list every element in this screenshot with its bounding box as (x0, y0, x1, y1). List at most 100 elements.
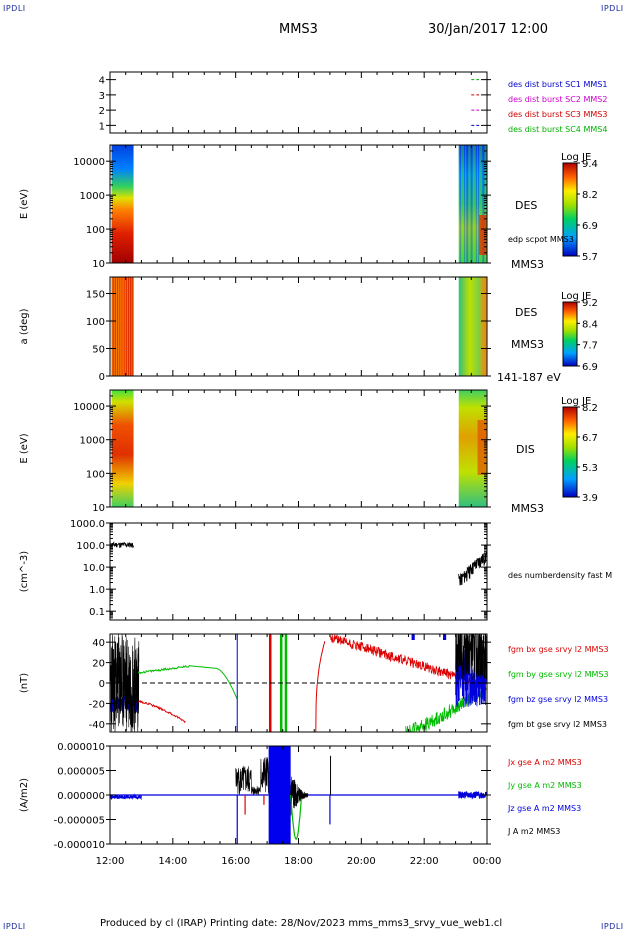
corner-mark-bottom-left: IPDLI (3, 922, 26, 931)
x-tick-label: 14:00 (158, 856, 187, 867)
coverage-ytick-label: 3 (99, 91, 105, 102)
des-pitch-colorbar (562, 301, 578, 367)
des-pitch-ylabel: a (deg) (19, 308, 30, 344)
des-pitch-label: MMS3 (511, 338, 544, 351)
density-ytick-label: 1000.0 (70, 519, 105, 530)
des-pitch-streak (115, 277, 117, 376)
des-energy-streak (470, 145, 472, 263)
des-pitch-label: DES (515, 306, 537, 319)
des-energy-hot-spot (479, 215, 487, 255)
des-energy-colorbar (562, 162, 578, 257)
des-energy-streak (485, 145, 487, 263)
dis-energy-colorbar-tick-label: 3.9 (582, 493, 598, 504)
des-energy-streak (479, 145, 481, 263)
des-energy-ytick-label: 10 (92, 259, 105, 270)
des-energy-streak (482, 145, 484, 263)
des-pitch-ytick-label: 150 (86, 290, 105, 301)
x-tick-label: 12:00 (96, 856, 125, 867)
des-pitch-streak (111, 277, 113, 376)
dis-energy-ylabel: E (eV) (19, 433, 30, 463)
des-energy-streak (461, 145, 464, 263)
coverage-frame (109, 71, 488, 134)
des-energy-streak (462, 145, 465, 263)
current-jy-line-1 (290, 794, 302, 840)
des-energy-streak (472, 145, 474, 263)
coverage-ytick-label: 2 (99, 106, 105, 117)
des-pitch-colorbar-tick-label: 9.2 (582, 298, 598, 309)
current-legend-entry: Jz gse A m2 MMS3 (507, 804, 581, 813)
current-jz-line-2 (458, 791, 487, 800)
dis-energy-ytick-label: 10000 (73, 402, 105, 413)
current-legend-entry: Jy gse A m2 MMS3 (507, 781, 582, 790)
current-ytick-label: -0.000005 (54, 816, 105, 827)
des-energy-streak (483, 145, 485, 263)
fgm-legend-entry: fgm bt gse srvy l2 MMS3 (508, 720, 607, 729)
dis-energy-ytick-label: 1000 (80, 436, 105, 447)
des-energy-streak (466, 145, 468, 263)
des-energy-label: MMS3 (511, 258, 544, 271)
density-ytick-label: 10.0 (83, 563, 105, 574)
density-ytick-label: 100.0 (76, 541, 105, 552)
current-j-line-2 (290, 776, 309, 816)
des-pitch-interval-2 (458, 277, 487, 376)
des-pitch-streak (113, 277, 115, 376)
des-pitch-colorbar-tick-label: 6.9 (582, 362, 598, 373)
des-pitch-streak (120, 277, 122, 376)
fgm-bz-clip (443, 634, 447, 640)
density-frame (109, 522, 488, 621)
current-ytick-label: 0.000005 (57, 767, 105, 778)
des-pitch-colorbar-tick-label: 8.4 (582, 319, 598, 330)
fgm-ytick-label: -40 (89, 720, 105, 731)
dis-energy-colorbar-tick-label: 8.2 (582, 403, 598, 414)
density-ytick-label: 1.0 (89, 585, 105, 596)
des-energy-streak (458, 145, 460, 263)
des-pitch-frame (109, 276, 488, 377)
des-energy-streak (477, 145, 480, 263)
fgm-bx-line-1 (138, 699, 186, 724)
des-pitch-streak (131, 277, 133, 376)
coverage-ytick-label: 1 (99, 121, 105, 132)
des-pitch-streak (122, 277, 124, 376)
des-energy-colorbar-tick-label: 8.2 (582, 190, 598, 201)
current-j-line-1 (235, 755, 276, 796)
fgm-ytick-label: 20 (92, 659, 105, 670)
current-legend-entry: Jx gse A m2 MMS3 (507, 758, 582, 767)
density-line-2 (458, 551, 487, 586)
des-energy-ytick-label: 100 (86, 225, 105, 236)
des-energy-streak (480, 145, 482, 263)
dis-energy-colorbar-tick-label: 5.3 (582, 463, 598, 474)
density-ytick-label: 0.1 (89, 607, 105, 618)
fgm-bz-clip (411, 634, 415, 640)
current-ylabel: (A/m2) (19, 778, 30, 812)
des-pitch-streak (124, 277, 126, 376)
des-energy-streak (474, 145, 476, 263)
des-energy-streak (471, 145, 473, 263)
current-ytick-label: 0.000000 (57, 791, 105, 802)
x-tick-label: 18:00 (284, 856, 313, 867)
des-pitch-streak (129, 277, 131, 376)
density-ylabel: (cm^-3) (19, 551, 30, 592)
des-pitch-streak (126, 277, 128, 376)
des-energy-streak (481, 145, 483, 263)
current-ytick-label: 0.000010 (57, 742, 105, 753)
fgm-ytick-label: 0 (99, 679, 105, 690)
des-pitch-ytick-label: 0 (99, 372, 105, 383)
dis-energy-label: MMS3 (511, 502, 544, 515)
fgm-bx-line-2 (315, 641, 326, 733)
corner-mark-top-left: IPDLI (3, 4, 26, 13)
dis-energy-frame (109, 389, 488, 508)
des-energy-ytick-label: 10000 (73, 157, 105, 168)
density-legend: des numberdensity fast M (508, 571, 612, 580)
dis-energy-label: DIS (516, 443, 535, 456)
fgm-by-line-1 (137, 664, 238, 699)
des-pitch-label: 141-187 eV (497, 371, 561, 384)
current-legend-entry: J A m2 MMS3 (507, 827, 560, 836)
des-pitch-streak (118, 277, 120, 376)
des-energy-streak (467, 145, 469, 263)
dis-energy-colorbar-title: Log JE (561, 396, 591, 407)
des-energy-label: edp scpot MMS3 (508, 235, 574, 244)
des-energy-streak (460, 145, 463, 263)
date-time-title: 30/Jan/2017 12:00 (428, 22, 549, 37)
des-energy-streak (484, 145, 486, 263)
des-pitch-ytick-label: 50 (92, 345, 105, 356)
